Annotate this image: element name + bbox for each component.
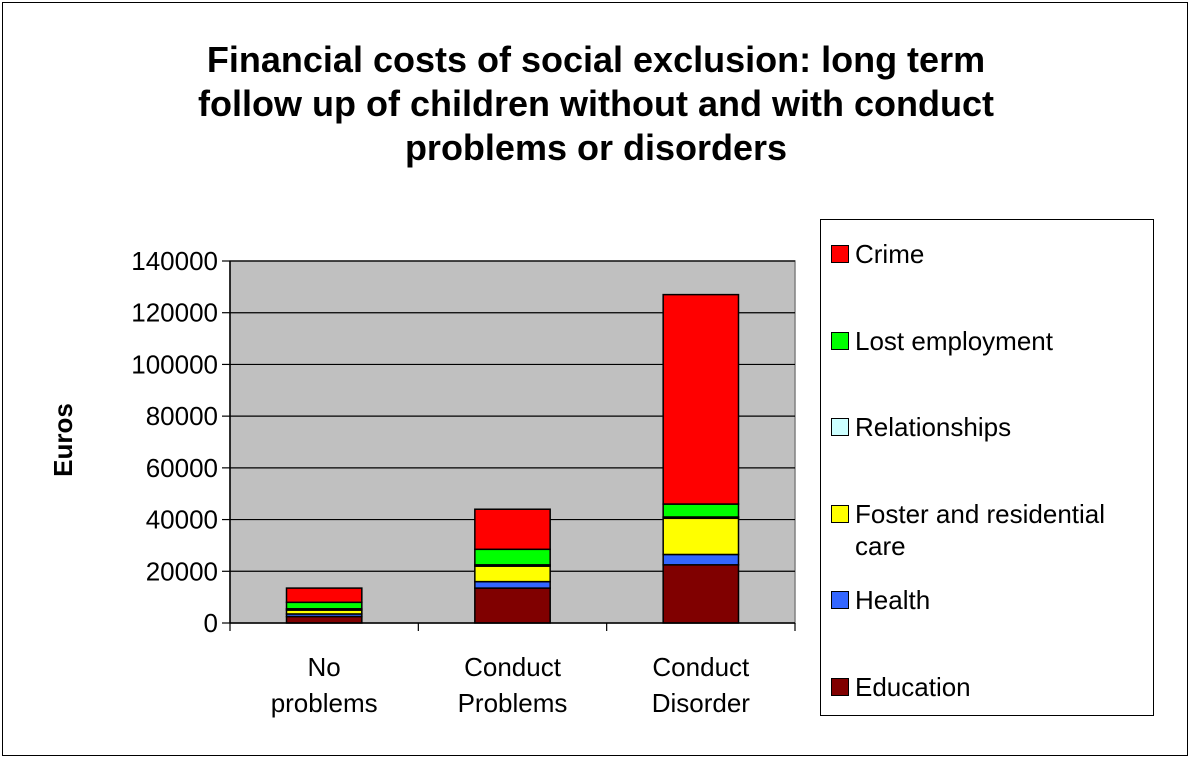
bar-segment-education-2 — [662, 564, 740, 624]
x-tick-label: problems — [271, 688, 378, 718]
legend-label: Relationships — [855, 412, 1012, 442]
legend-item-foster-and-residential-care: Foster and residential care — [831, 498, 1141, 562]
x-tick-label: Disorder — [652, 688, 751, 718]
y-tick-label: 140000 — [131, 246, 218, 276]
y-tick-label: 80000 — [146, 401, 218, 431]
chart-title-line-2: follow up of children without and with c… — [198, 83, 994, 124]
legend-swatch — [831, 678, 849, 696]
bars — [285, 293, 740, 624]
chart-title: Financial costs of social exclusion: lon… — [0, 38, 1192, 170]
x-tick-labels: No problems Conduct Problems Conduct Disorder — [271, 652, 751, 718]
x-tick-label: Conduct — [464, 652, 562, 682]
bar-segment-lost-employment-1 — [474, 548, 551, 566]
y-tick-label: 20000 — [146, 556, 218, 586]
legend-label: Lost employment — [855, 326, 1053, 356]
y-tick-labels: 0 20000 40000 60000 80000 100000 120000 140000 — [131, 246, 218, 638]
legend-label: Health — [855, 585, 931, 615]
y-tick-label: 120000 — [131, 298, 218, 328]
legend-swatch — [831, 332, 849, 350]
bar-segment-health-2 — [662, 553, 740, 566]
y-tick-label: 60000 — [146, 453, 218, 483]
bar-segment-crime-1 — [474, 508, 551, 551]
legend-item-health: Health — [831, 584, 1141, 616]
legend-item-lost-employment: Lost employment — [831, 325, 1141, 357]
chart-title-line-3: problems or disorders — [404, 127, 788, 168]
bar-segment-crime-2 — [662, 293, 740, 505]
legend-swatch — [831, 505, 849, 523]
y-axis-label: Euros — [48, 403, 78, 477]
bar-segment-education-0 — [285, 615, 363, 624]
legend-label: Crime — [855, 239, 925, 269]
legend-swatch — [831, 245, 849, 263]
bar-segment-lost-employment-0 — [285, 601, 363, 610]
legend-item-relationships: Relationships — [831, 411, 1141, 443]
bar-segment-foster-and-residential-care-2 — [662, 517, 740, 556]
x-tick-label: Problems — [458, 688, 568, 718]
legend: Crime Lost employment Relationships Foster … — [820, 219, 1154, 716]
legend-swatch — [831, 591, 849, 609]
y-tick-label: 40000 — [146, 505, 218, 535]
chart-title-line-1: Financial costs of social exclusion: lon… — [206, 39, 986, 80]
bar-segment-health-1 — [474, 580, 551, 589]
legend-swatch — [831, 418, 849, 436]
x-tick-label: No — [308, 652, 341, 682]
legend-label: Education — [855, 672, 971, 702]
bar-segment-foster-and-residential-care-1 — [474, 565, 551, 583]
legend-item-education: Education — [831, 671, 1141, 703]
bar-segment-crime-0 — [285, 587, 363, 604]
bar-segment-lost-employment-2 — [662, 503, 740, 518]
x-tick-label: Conduct — [652, 652, 750, 682]
axes — [222, 260, 796, 631]
bar-segment-education-1 — [474, 587, 551, 624]
y-tick-label: 100000 — [131, 349, 218, 379]
legend-label: Foster and residential care — [855, 499, 1106, 561]
y-tick-label: 0 — [204, 608, 218, 638]
legend-item-crime: Crime — [831, 238, 1141, 270]
